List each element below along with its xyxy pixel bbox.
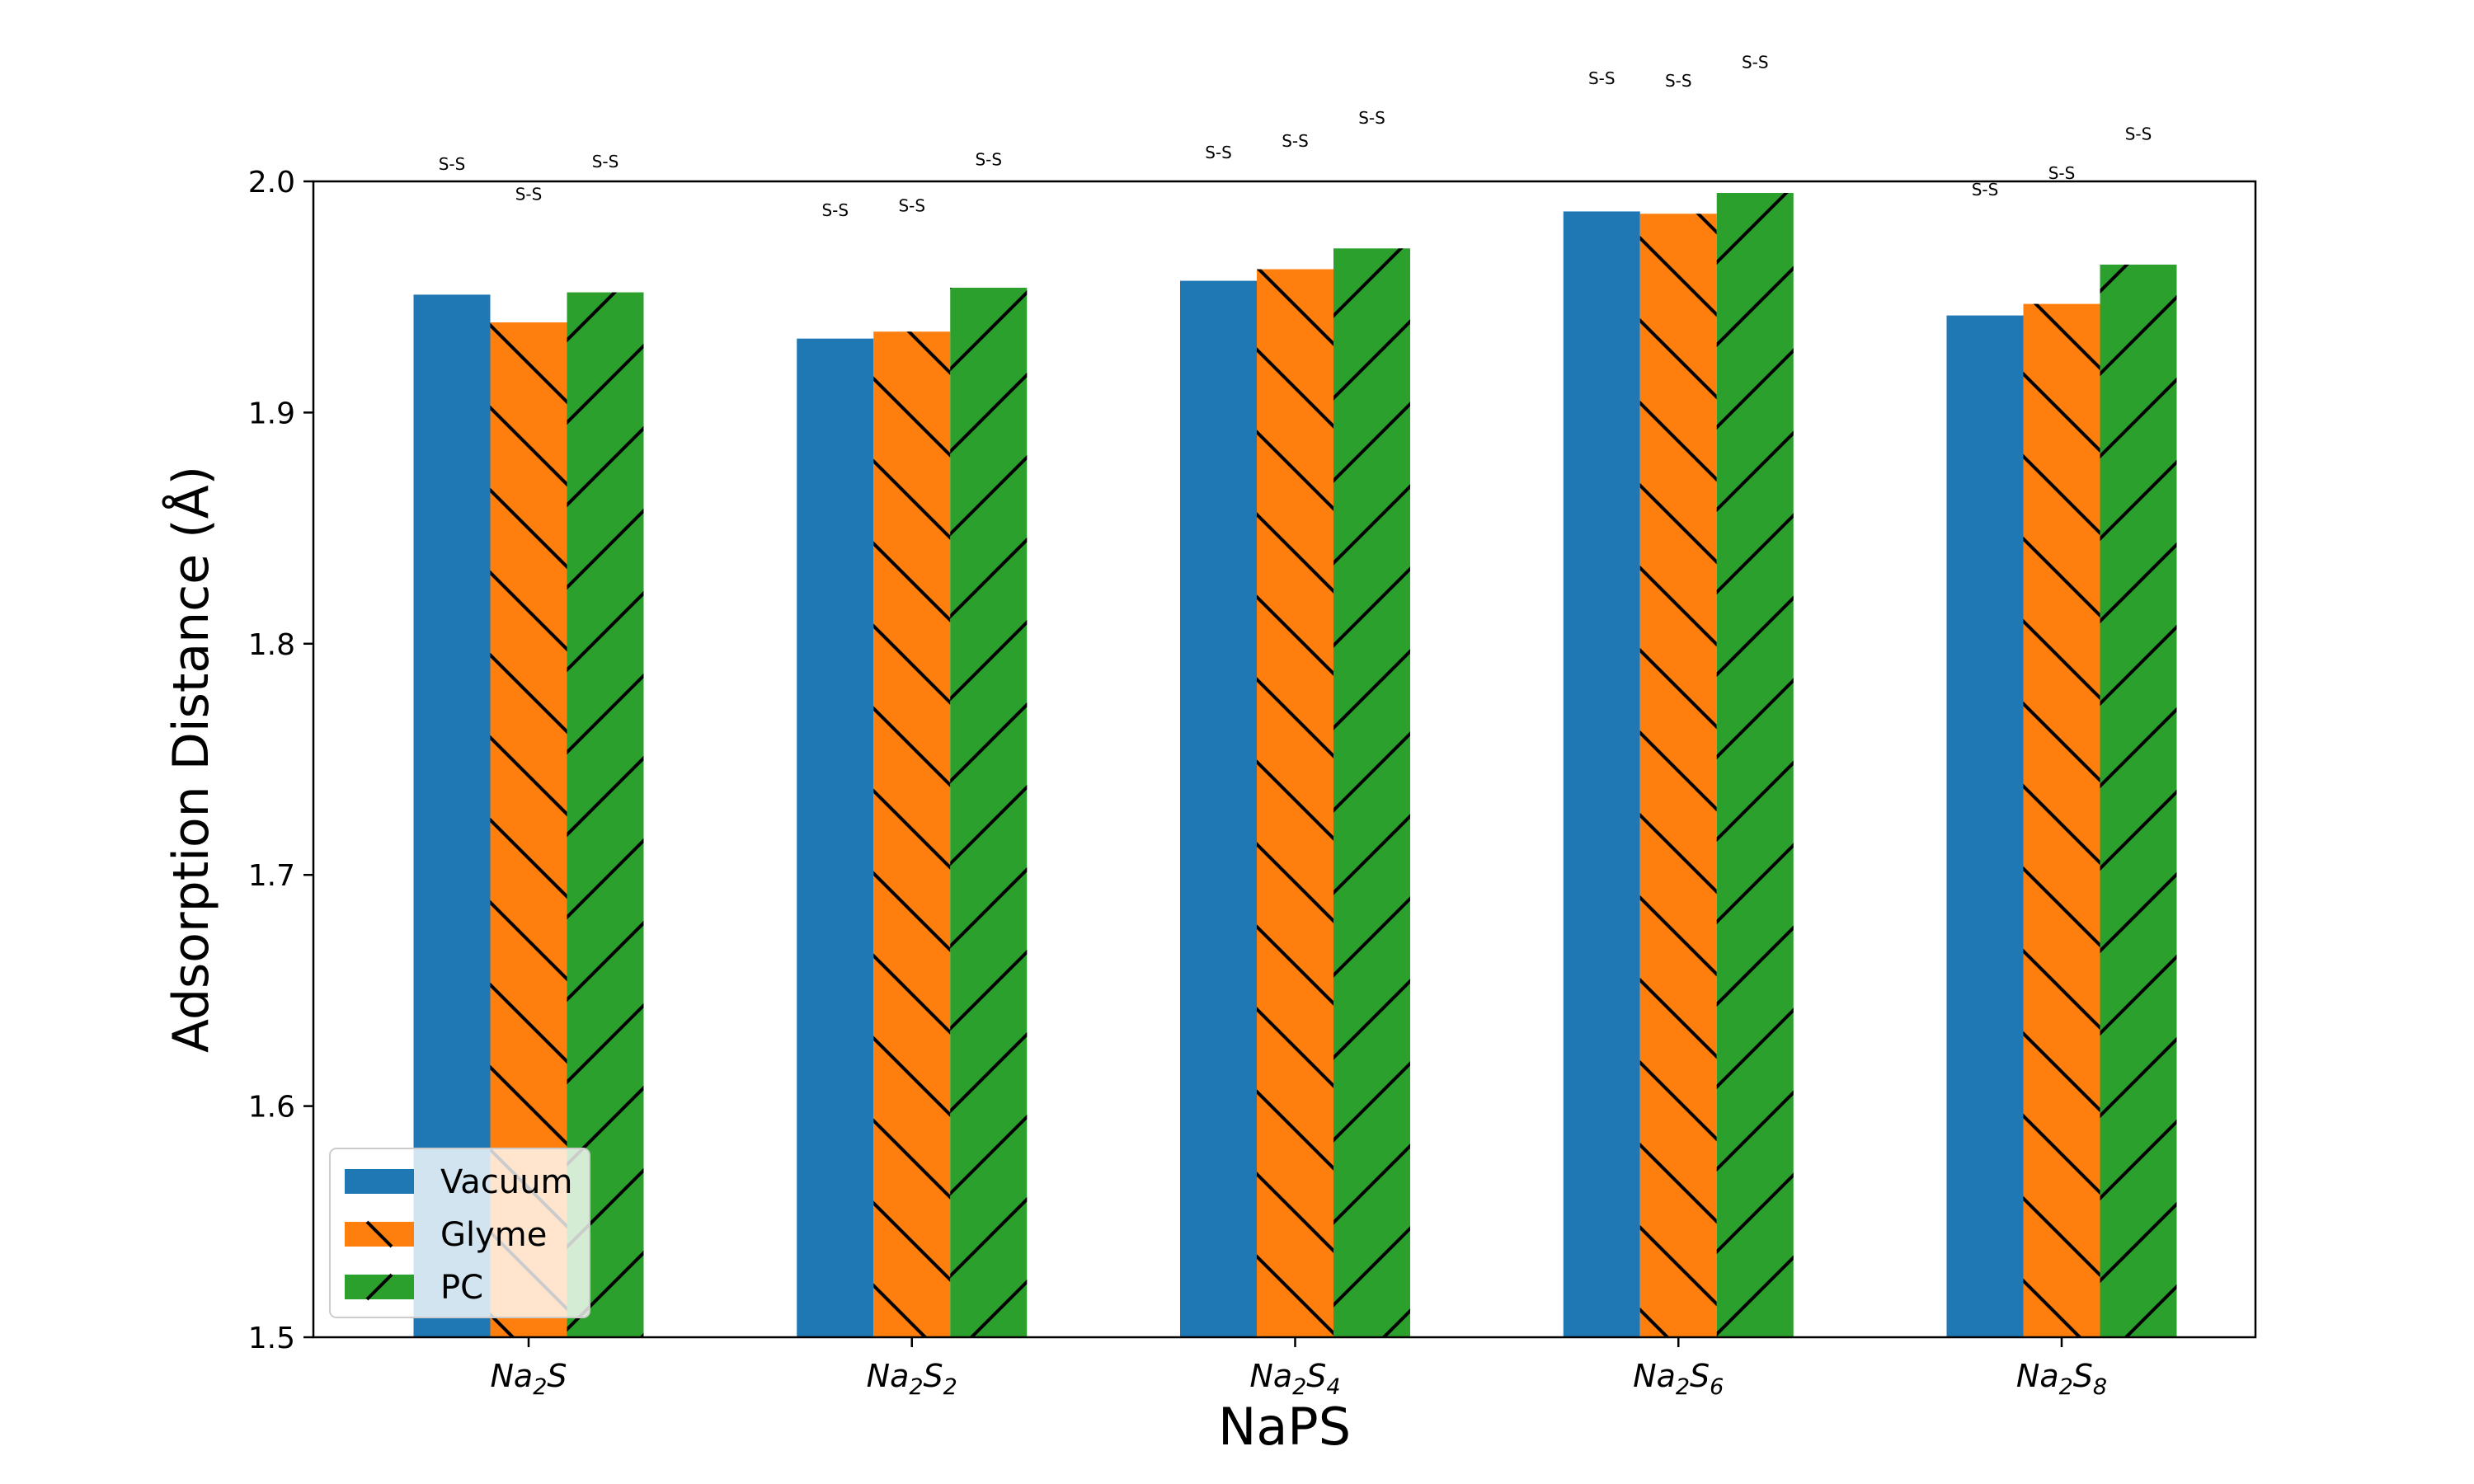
y-tick-label: 2.0 — [248, 166, 295, 200]
y-tick-label: 1.7 — [248, 859, 295, 893]
legend-hatch — [365, 1273, 393, 1301]
bar-hatch — [1716, 193, 1794, 1337]
bar-annotation: S-S — [592, 152, 619, 171]
label-part: S — [1690, 1358, 1710, 1394]
subscript: 2 — [909, 1374, 923, 1400]
bar-annotation: S-S — [1665, 71, 1692, 91]
legend-label: PC — [440, 1269, 483, 1307]
label-part: S — [924, 1358, 943, 1394]
legend-label: Vacuum — [440, 1163, 572, 1201]
bar-annotation: S-S — [898, 195, 925, 215]
subscript: 6 — [1710, 1374, 1724, 1400]
bar-annotation: S-S — [2048, 163, 2076, 183]
subscript: 2 — [533, 1374, 547, 1400]
label-part: S — [547, 1358, 567, 1394]
label-part: S — [1306, 1358, 1326, 1394]
bar — [1946, 315, 2024, 1338]
bar-annotation: S-S — [1972, 180, 1999, 200]
y-tick-label: 1.6 — [248, 1091, 295, 1125]
subscript: 2 — [1676, 1374, 1690, 1400]
bar-annotation: S-S — [1358, 108, 1385, 128]
annotations-layer: S-S S-S S-S S-S S-S S-S S-S S-S S-S S-S S-S S-S S-S S… — [439, 53, 2152, 220]
bar-annotation: S-S — [1282, 131, 1309, 151]
bar — [797, 338, 874, 1337]
bars-layer — [413, 193, 2177, 1338]
y-tick-label: 1.5 — [248, 1322, 295, 1355]
label-part: Na — [1633, 1358, 1676, 1394]
x-tick-label: Na2S4 — [1249, 1358, 1340, 1400]
subscript: 2 — [943, 1374, 957, 1400]
label-part: Na — [2016, 1358, 2059, 1394]
legend-hatch — [365, 1220, 393, 1248]
bar-annotation: S-S — [1588, 68, 1616, 88]
bar-hatch — [2023, 303, 2100, 1337]
x-tick-label: Na2S2 — [867, 1358, 957, 1400]
subscript: 2 — [1292, 1374, 1306, 1400]
subscript: 4 — [1326, 1374, 1340, 1400]
bar — [1180, 280, 1257, 1337]
x-tick-label: Na2S — [490, 1358, 567, 1400]
legend-label: Glyme — [440, 1216, 547, 1254]
subscript: 2 — [2059, 1374, 2073, 1400]
label-part: Na — [1249, 1358, 1292, 1394]
subscript: 8 — [2093, 1374, 2107, 1400]
bar — [1563, 211, 1640, 1337]
bar-annotation: S-S — [975, 149, 1002, 169]
plot-frame — [312, 180, 2257, 1339]
y-tick-label: 1.8 — [248, 628, 295, 662]
bar-hatch — [1257, 269, 1333, 1337]
y-tick-label: 1.9 — [248, 397, 295, 430]
bar-annotation: S-S — [515, 184, 543, 204]
y-axis-title: Adsorption Distance (Å) — [162, 466, 220, 1053]
legend-swatch — [345, 1169, 414, 1194]
bar-hatch — [873, 331, 951, 1337]
x-tick-label: Na2S6 — [1633, 1358, 1724, 1400]
bar-annotation: S-S — [821, 200, 849, 220]
bar-annotation: S-S — [439, 154, 466, 174]
bar-hatch — [1639, 214, 1717, 1338]
bar-hatch — [1333, 248, 1410, 1337]
label-part: Na — [490, 1358, 533, 1394]
bar-hatch — [2100, 264, 2177, 1338]
bar-hatch — [950, 287, 1028, 1337]
bar-annotation: S-S — [1205, 143, 1232, 162]
bar-annotation: S-S — [1742, 53, 1769, 73]
label-part: S — [2073, 1358, 2093, 1394]
x-axis-title: NaPS — [1218, 1397, 1351, 1457]
x-tick-label: Na2S8 — [2016, 1358, 2107, 1400]
bar-annotation: S-S — [2125, 124, 2152, 144]
legend: Vacuum Glyme PC — [329, 1148, 590, 1318]
label-part: Na — [867, 1358, 910, 1394]
